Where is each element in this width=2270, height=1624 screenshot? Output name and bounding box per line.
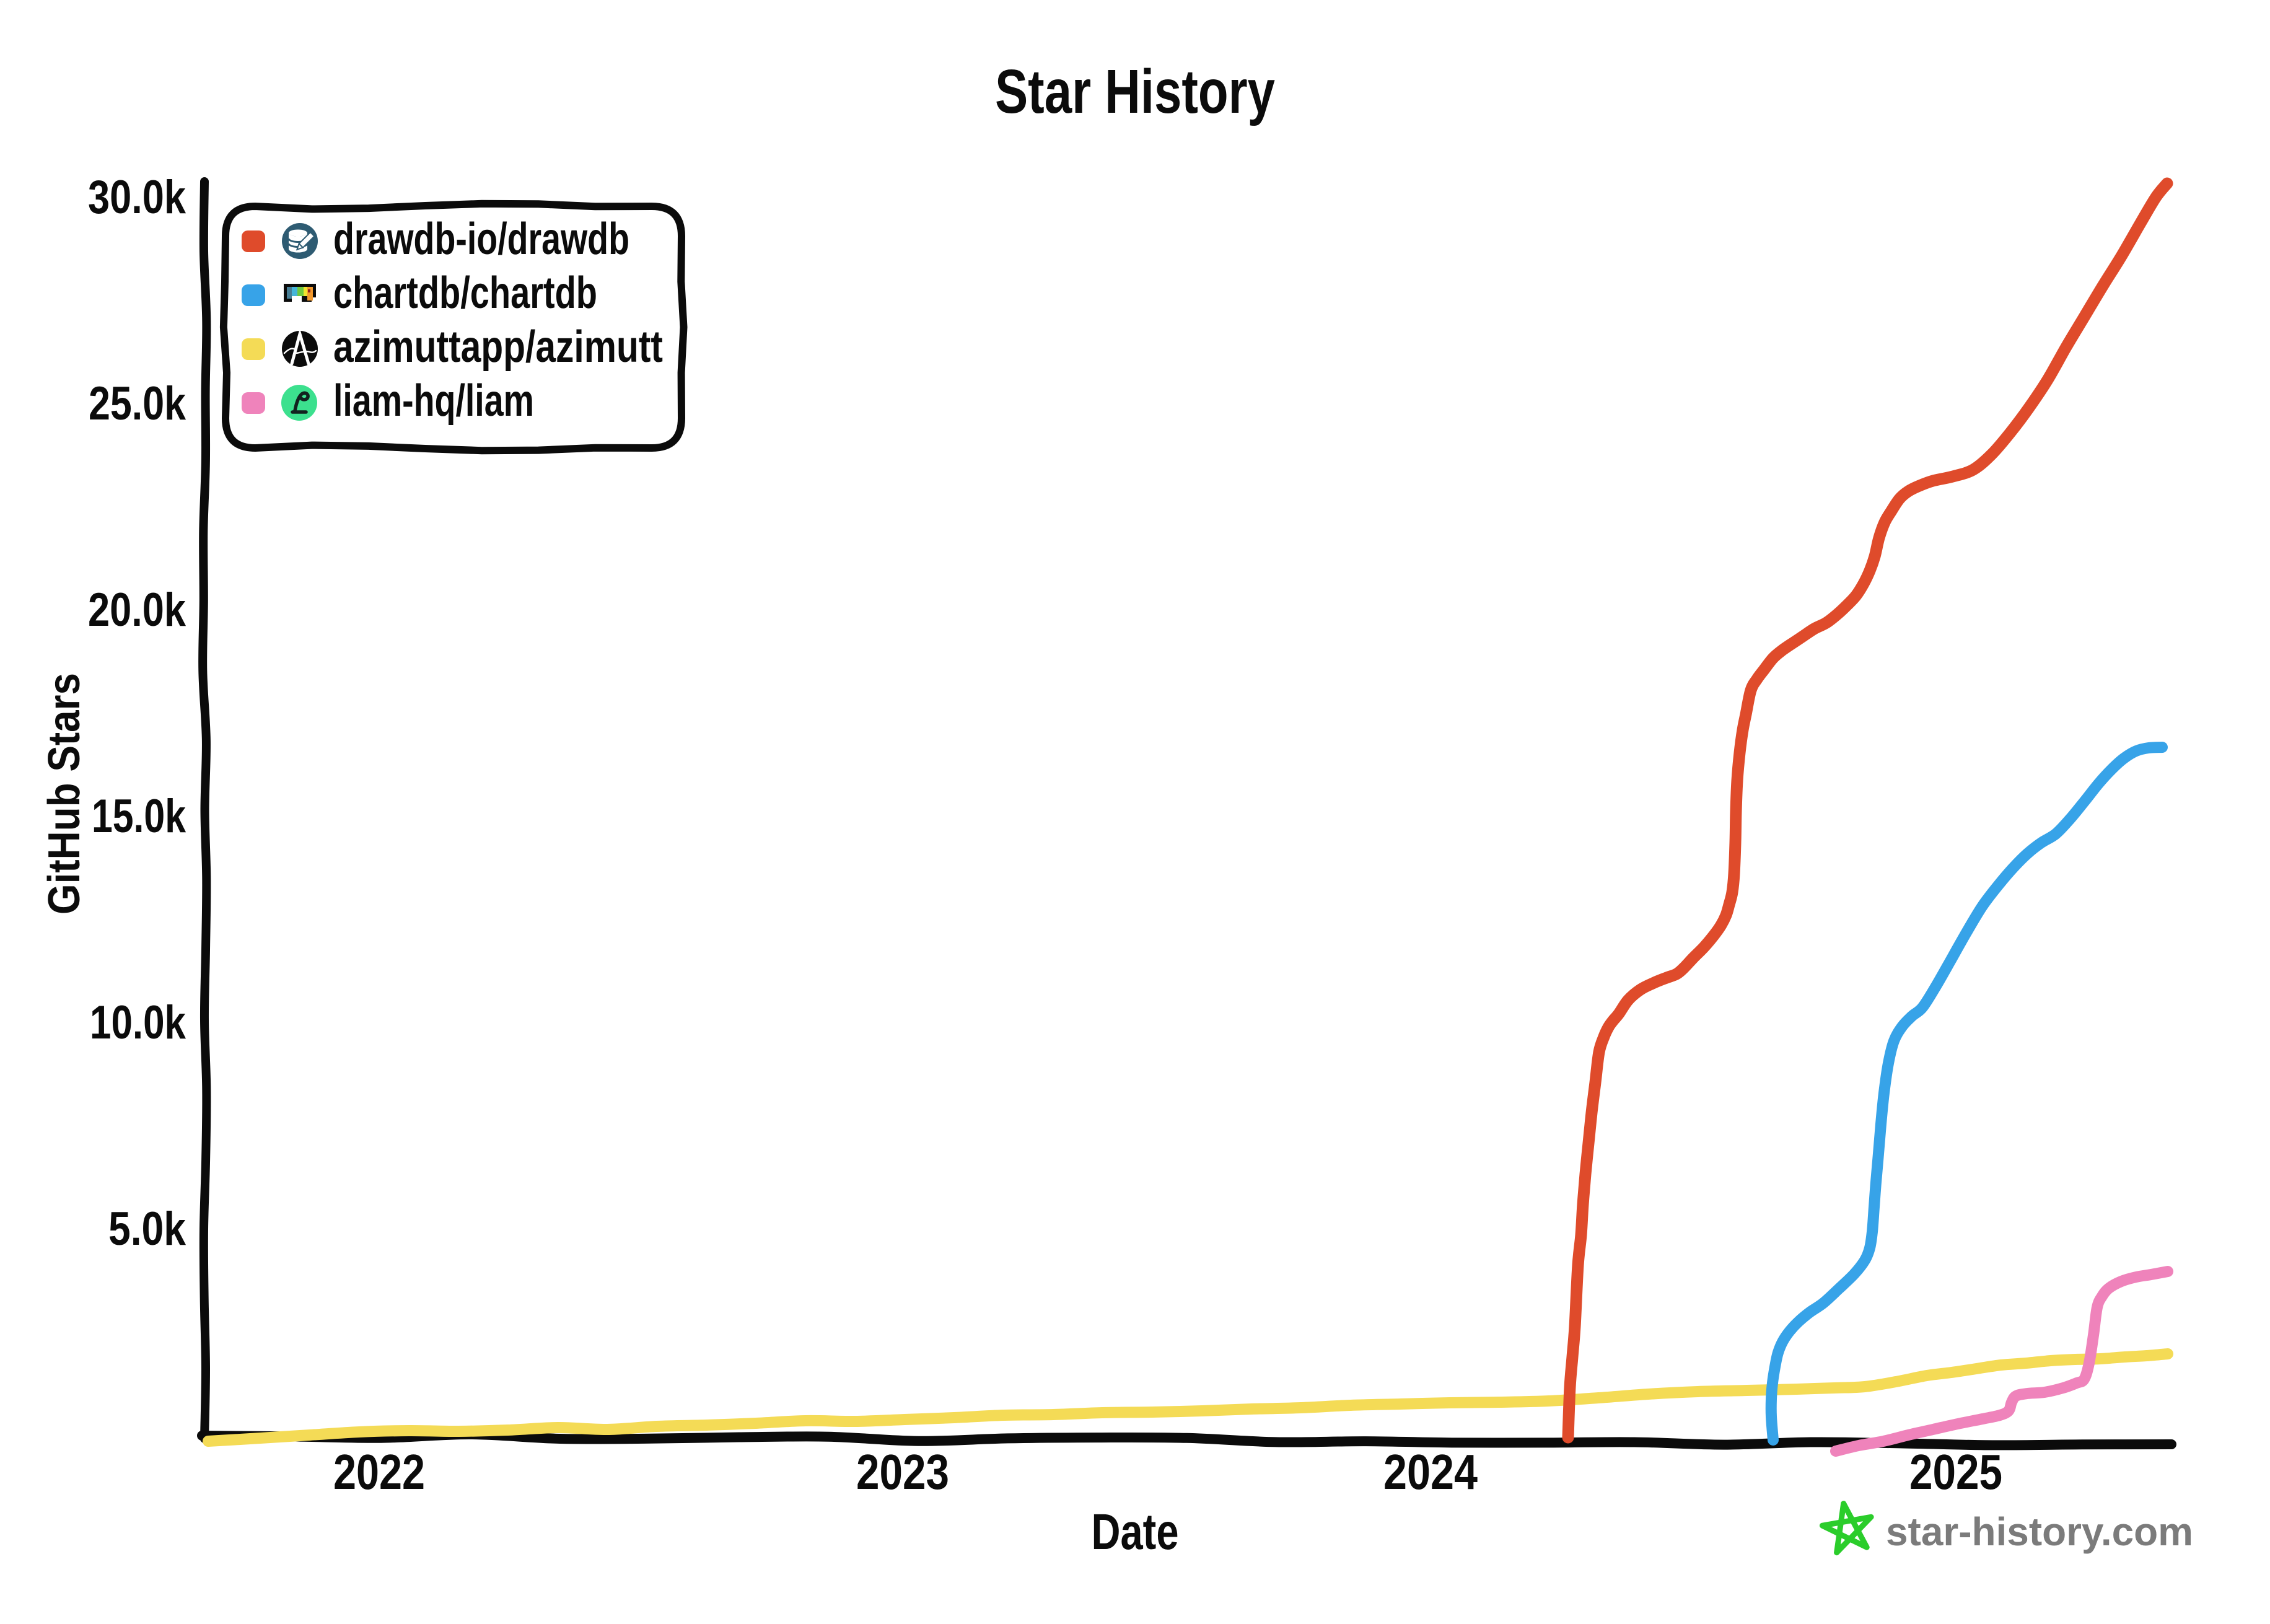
svg-text:liam-hq/liam: liam-hq/liam (333, 376, 534, 426)
svg-text:15.0k: 15.0k (92, 790, 186, 843)
svg-text:drawdb-io/drawdb: drawdb-io/drawdb (333, 214, 629, 264)
svg-text:GitHub Stars: GitHub Stars (40, 673, 89, 915)
svg-text:azimuttapp/azimutt: azimuttapp/azimutt (333, 322, 663, 372)
svg-text:star-history.com: star-history.com (1886, 1509, 2193, 1554)
svg-text:2025: 2025 (1909, 1444, 2002, 1499)
svg-text:2024: 2024 (1383, 1444, 1478, 1499)
svg-text:10.0k: 10.0k (90, 996, 186, 1049)
svg-text:2023: 2023 (856, 1444, 949, 1499)
svg-text:2022: 2022 (333, 1444, 425, 1499)
svg-text:30.0k: 30.0k (88, 171, 186, 224)
svg-text:chartdb/chartdb: chartdb/chartdb (333, 268, 597, 318)
svg-text:Star History: Star History (995, 57, 1275, 126)
svg-text:25.0k: 25.0k (89, 377, 186, 430)
svg-text:Date: Date (1092, 1504, 1179, 1560)
svg-text:20.0k: 20.0k (88, 584, 186, 636)
svg-text:5.0k: 5.0k (108, 1203, 186, 1255)
